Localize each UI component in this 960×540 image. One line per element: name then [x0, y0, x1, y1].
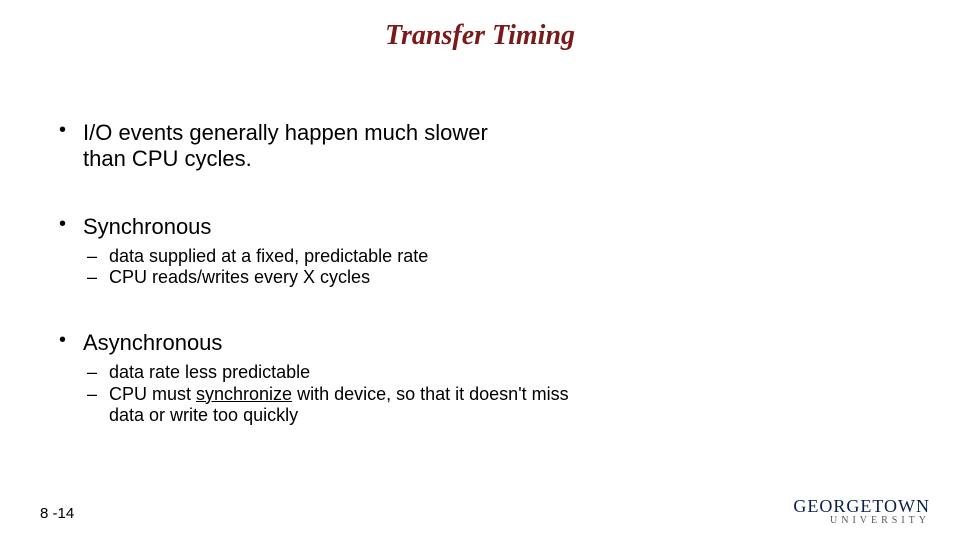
slide-body: I/O events generally happen much slower … [55, 120, 875, 426]
sub-bullet-list: data rate less predictableCPU must synch… [83, 362, 875, 426]
bullet-text: I/O events generally happen much slower … [83, 120, 523, 172]
bullet-text: Synchronous [83, 214, 211, 239]
slide: Transfer Timing I/O events generally hap… [0, 0, 960, 540]
sub-bullet-item: data rate less predictable [83, 362, 569, 383]
sub-bullet-item: CPU must synchronize with device, so tha… [83, 384, 569, 426]
georgetown-logo: GEORGETOWN UNIVERSITY [793, 496, 930, 526]
logo-name: GEORGETOWN [793, 496, 930, 517]
page-number: 8 -14 [40, 505, 74, 522]
sub-bullet-list: data supplied at a fixed, predictable ra… [83, 246, 875, 288]
bullet-item: Asynchronous data rate less predictableCP… [55, 330, 875, 426]
sub-bullet-item: CPU reads/writes every X cycles [83, 267, 875, 288]
bullet-list: I/O events generally happen much slower … [55, 120, 875, 426]
slide-title: Transfer Timing [0, 20, 960, 52]
bullet-item: I/O events generally happen much slower … [55, 120, 875, 172]
bullet-item: Synchronous data supplied at a fixed, pre… [55, 214, 875, 288]
sub-bullet-item: data supplied at a fixed, predictable ra… [83, 246, 875, 267]
bullet-text: Asynchronous [83, 330, 222, 355]
